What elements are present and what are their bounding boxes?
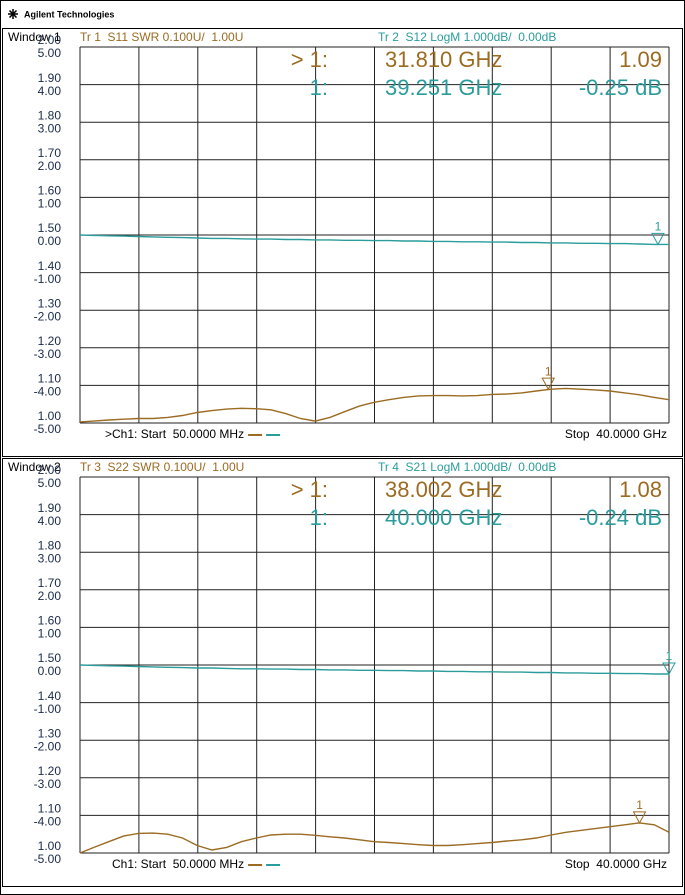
y-tick-label: 1.30 xyxy=(38,726,62,740)
marker-value: 1.08 xyxy=(619,477,662,502)
y-tick-label: 1.30 xyxy=(38,296,62,310)
marker-value: -0.25 dB xyxy=(579,75,662,100)
y-tick-label: 1.50 xyxy=(38,651,62,665)
y-tick-label: 1.20 xyxy=(38,334,62,348)
trace-header: Tr 2 S12 LogM 1.000dB/ 0.00dB xyxy=(378,30,556,44)
y2-tick-label: 5.00 xyxy=(38,46,62,60)
marker-frequency: 31.810 GHz xyxy=(385,47,502,72)
marker-frequency: 39.251 GHz xyxy=(385,75,502,100)
y2-tick-label: 1.00 xyxy=(38,197,62,211)
y-tick-label: 1.40 xyxy=(38,259,62,273)
y2-tick-label: -1.00 xyxy=(34,702,62,716)
marker-readout: 1: xyxy=(310,75,328,100)
y2-tick-label: 3.00 xyxy=(38,121,62,135)
y2-tick-label: 2.00 xyxy=(38,589,62,603)
window-frame xyxy=(2,458,683,887)
y-tick-label: 1.80 xyxy=(38,108,62,122)
y-tick-label: 1.80 xyxy=(38,538,62,552)
y2-tick-label: -4.00 xyxy=(34,815,62,829)
y-tick-label: 1.90 xyxy=(38,501,62,515)
marker-label: 1 xyxy=(655,220,662,234)
y2-tick-label: -2.00 xyxy=(34,739,62,753)
y-tick-label: 1.50 xyxy=(38,221,62,235)
y2-tick-label: -4.00 xyxy=(34,385,62,399)
marker-frequency: 38.002 GHz xyxy=(385,477,502,502)
y2-tick-label: 4.00 xyxy=(38,514,62,528)
stop-label: Stop 40.0000 GHz xyxy=(565,427,667,441)
y2-tick-label: -2.00 xyxy=(34,309,62,323)
y2-tick-label: 2.00 xyxy=(38,159,62,173)
stop-label: Stop 40.0000 GHz xyxy=(565,857,667,871)
marker-frequency: 40.000 GHz xyxy=(385,505,502,530)
window-label: Window 1 xyxy=(8,30,61,44)
y2-tick-label: 0.00 xyxy=(38,234,62,248)
y2-tick-label: 5.00 xyxy=(38,476,62,490)
window-label: Window 2 xyxy=(8,460,61,474)
y-tick-label: 1.00 xyxy=(38,409,62,423)
marker-readout: > 1: xyxy=(291,477,328,502)
y2-tick-label: -1.00 xyxy=(34,272,62,286)
start-label: >Ch1: Start 50.0000 MHz xyxy=(105,427,244,441)
start-label: Ch1: Start 50.0000 MHz xyxy=(112,857,244,871)
trace-header: Tr 4 S21 LogM 1.000dB/ 0.00dB xyxy=(378,460,556,474)
y-tick-label: 1.70 xyxy=(38,146,62,160)
marker-label: 1 xyxy=(666,649,673,663)
trace xyxy=(79,387,670,423)
y2-tick-label: -3.00 xyxy=(34,347,62,361)
y-tick-label: 1.60 xyxy=(38,614,62,628)
y-tick-label: 1.70 xyxy=(38,576,62,590)
trace xyxy=(79,822,670,854)
trace xyxy=(79,234,669,246)
y-tick-label: 1.60 xyxy=(38,184,62,198)
marker-label: 1 xyxy=(545,364,552,378)
logo xyxy=(8,9,18,19)
y-tick-label: 1.20 xyxy=(38,764,62,778)
marker-triangle xyxy=(632,811,647,824)
y2-tick-label: 4.00 xyxy=(38,84,62,98)
y2-tick-label: 3.00 xyxy=(38,551,62,565)
y2-tick-label: 0.00 xyxy=(38,664,62,678)
trace-header: Tr 3 S22 SWR 0.100U/ 1.00U xyxy=(80,460,244,474)
y-tick-label: 2.00 xyxy=(38,463,62,477)
marker-label: 1 xyxy=(636,798,643,812)
y2-tick-label: -5.00 xyxy=(34,422,62,436)
trace-header: Tr 1 S11 SWR 0.100U/ 1.00U xyxy=(80,30,243,44)
marker-readout: > 1: xyxy=(291,47,328,72)
marker-value: 1.09 xyxy=(619,47,662,72)
y-tick-label: 1.10 xyxy=(38,802,62,816)
y-tick-label: 1.00 xyxy=(38,839,62,853)
marker-triangle xyxy=(662,662,676,676)
marker-triangle xyxy=(651,232,665,246)
y2-tick-label: -5.00 xyxy=(34,852,62,866)
y2-tick-label: -3.00 xyxy=(34,777,62,791)
marker-triangle xyxy=(541,377,556,391)
marker-readout: 1: xyxy=(310,505,328,530)
y-tick-label: 1.40 xyxy=(38,689,62,703)
y2-tick-label: 1.00 xyxy=(38,627,62,641)
window-frame xyxy=(2,28,683,457)
y-tick-label: 1.90 xyxy=(38,71,62,85)
trace xyxy=(79,664,669,675)
y-tick-label: 1.10 xyxy=(38,372,62,386)
brand: Agilent Technologies xyxy=(24,9,114,19)
marker-value: -0.24 dB xyxy=(579,505,662,530)
y-tick-label: 2.00 xyxy=(38,33,62,47)
